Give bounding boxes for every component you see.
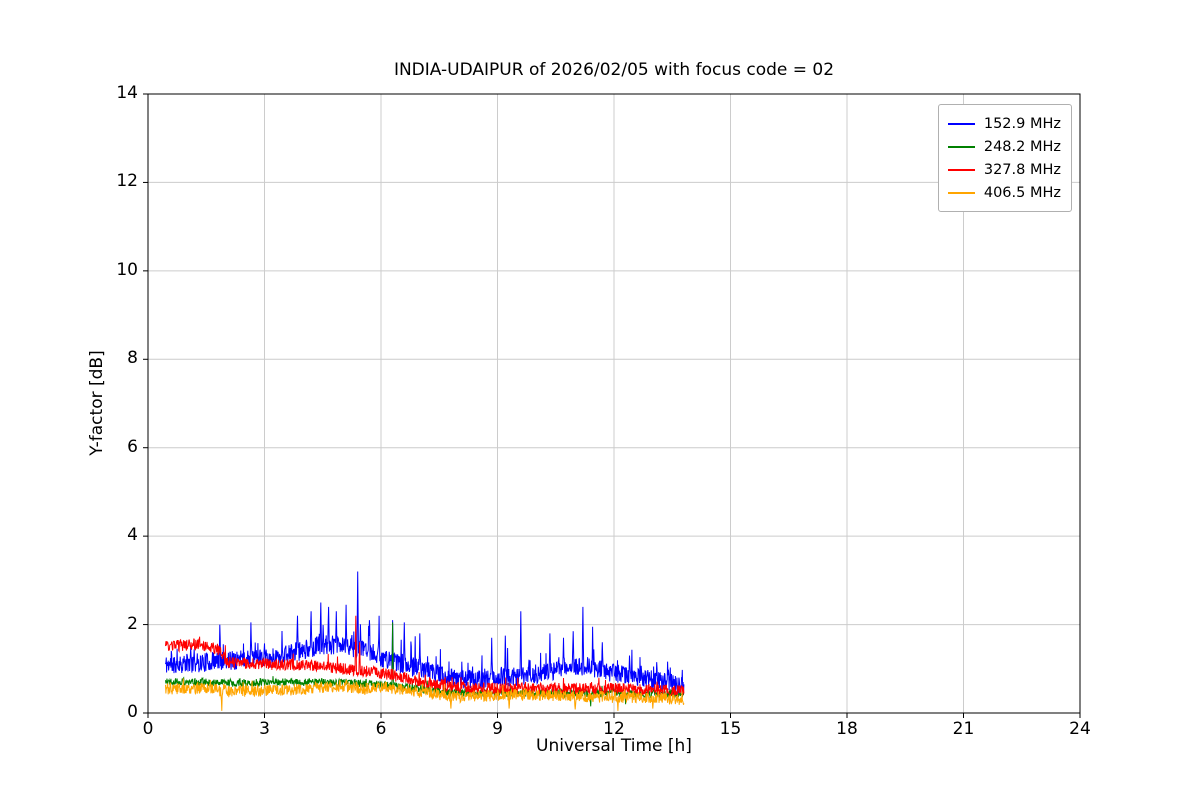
series-line-3 — [165, 678, 685, 711]
x-tick-label: 18 — [836, 719, 858, 739]
legend-swatch-series-2 — [947, 168, 975, 171]
x-axis-label: Universal Time [h] — [536, 736, 692, 756]
x-tick-label: 0 — [142, 719, 154, 739]
x-tick-label: 3 — [259, 719, 270, 739]
legend: 152.9 MHz 248.2 MHz 327.8 MHz 406.5 MHz — [937, 104, 1072, 212]
legend-label: 406.5 MHz — [983, 184, 1061, 201]
series-line-2 — [165, 615, 685, 698]
y-tick-label: 4 — [127, 525, 138, 546]
x-tick-label: 12 — [603, 719, 625, 739]
legend-swatch-series-3 — [947, 191, 975, 194]
x-tick-label: 9 — [492, 719, 503, 739]
y-tick-label: 10 — [116, 259, 138, 280]
legend-item: 327.8 MHz — [947, 158, 1061, 181]
y-tick-label: 6 — [127, 436, 138, 457]
x-tick-label: 15 — [719, 719, 742, 739]
legend-item: 406.5 MHz — [947, 181, 1061, 204]
series-line-0 — [165, 571, 685, 695]
y-tick-label: 2 — [127, 613, 138, 634]
y-tick-label: 12 — [116, 171, 138, 192]
y-tick-label: 0 — [127, 702, 138, 722]
legend-label: 152.9 MHz — [983, 115, 1061, 132]
chart-title: INDIA-UDAIPUR of 2026/02/05 with focus c… — [393, 60, 835, 80]
legend-item: 152.9 MHz — [947, 112, 1061, 135]
legend-label: 248.2 MHz — [983, 138, 1061, 155]
x-tick-label: 21 — [952, 719, 975, 739]
legend-swatch-series-1 — [947, 145, 975, 148]
x-tick-label: 24 — [1069, 719, 1091, 739]
legend-item: 248.2 MHz — [947, 135, 1061, 158]
legend-swatch-series-0 — [947, 122, 975, 125]
x-tick-label: 6 — [375, 719, 387, 739]
y-tick-label: 8 — [127, 348, 138, 369]
y-tick-label: 14 — [116, 83, 138, 103]
legend-label: 327.8 MHz — [983, 161, 1061, 178]
